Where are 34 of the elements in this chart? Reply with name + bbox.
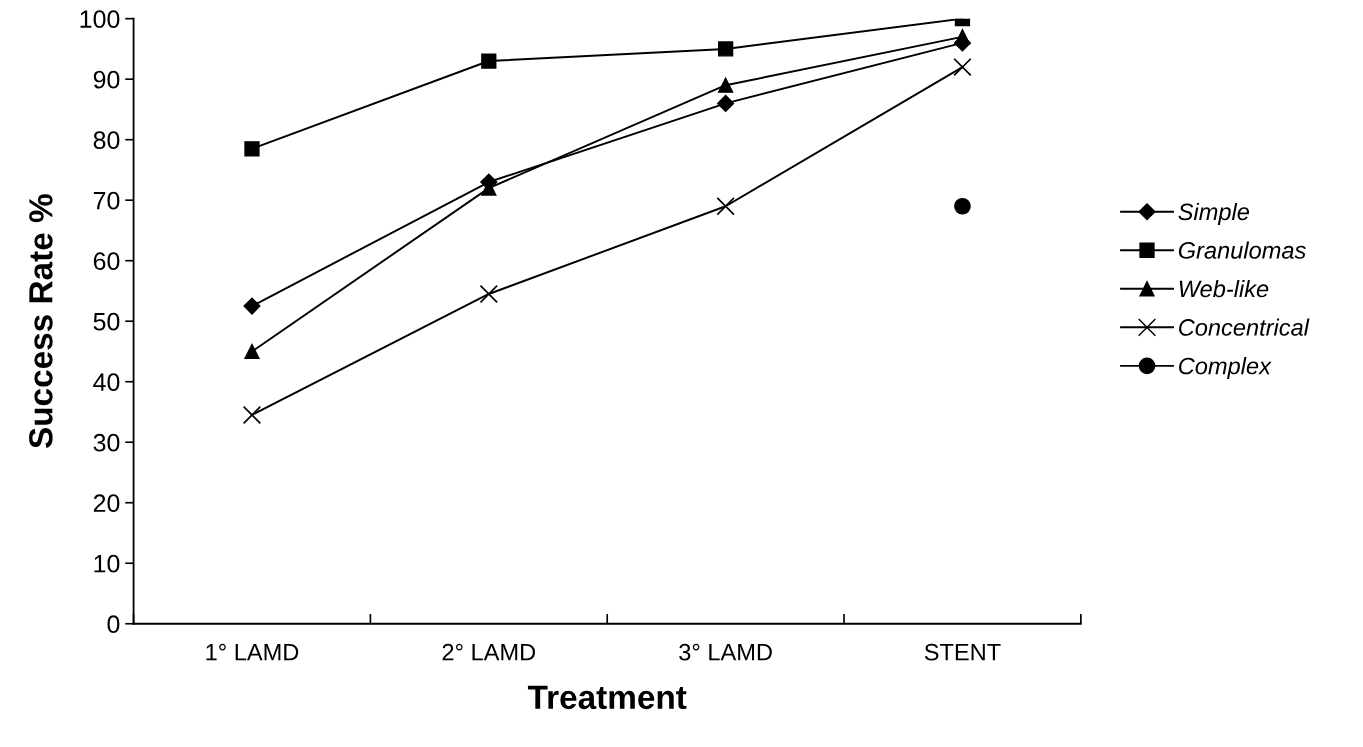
y-tick-label: 30 (93, 433, 120, 452)
point (717, 77, 734, 93)
x-tick-label: 2° LAMD (442, 643, 536, 661)
point (479, 284, 498, 304)
y-tick-label: 60 (93, 252, 120, 271)
y-tick-label: 40 (93, 373, 120, 392)
point (243, 297, 261, 315)
point (717, 41, 734, 57)
point (244, 141, 260, 157)
y-tick-label: 10 (94, 554, 120, 573)
x-tick-label: 1° LAMD (206, 643, 299, 661)
legend-label: Web-like (1179, 279, 1269, 298)
y-tick-label: 70 (93, 191, 120, 210)
point (716, 197, 735, 216)
legend-label: Granulomas (1178, 241, 1306, 259)
point (242, 405, 262, 425)
y-tick-label: 20 (93, 494, 120, 513)
y-tick-label: 90 (93, 70, 120, 89)
point (954, 197, 971, 215)
point (717, 94, 735, 112)
x-tick-label: 3° LAMD (679, 643, 772, 661)
y-tick-label: 100 (80, 10, 120, 28)
legend-label: Complex (1179, 357, 1272, 380)
point (481, 53, 497, 69)
y-axis-title: Success Rate % (29, 194, 53, 449)
x-tick-label: STENT (924, 643, 1001, 661)
point (953, 57, 972, 77)
y-tick-label: 50 (93, 312, 120, 331)
y-tick-label: 0 (107, 615, 120, 634)
legend-label: Concentrical (1179, 318, 1310, 336)
legend-label: Simple (1178, 202, 1250, 225)
x-axis-title: Treatment (527, 685, 687, 710)
point (244, 343, 260, 360)
y-tick-label: 80 (93, 131, 120, 149)
